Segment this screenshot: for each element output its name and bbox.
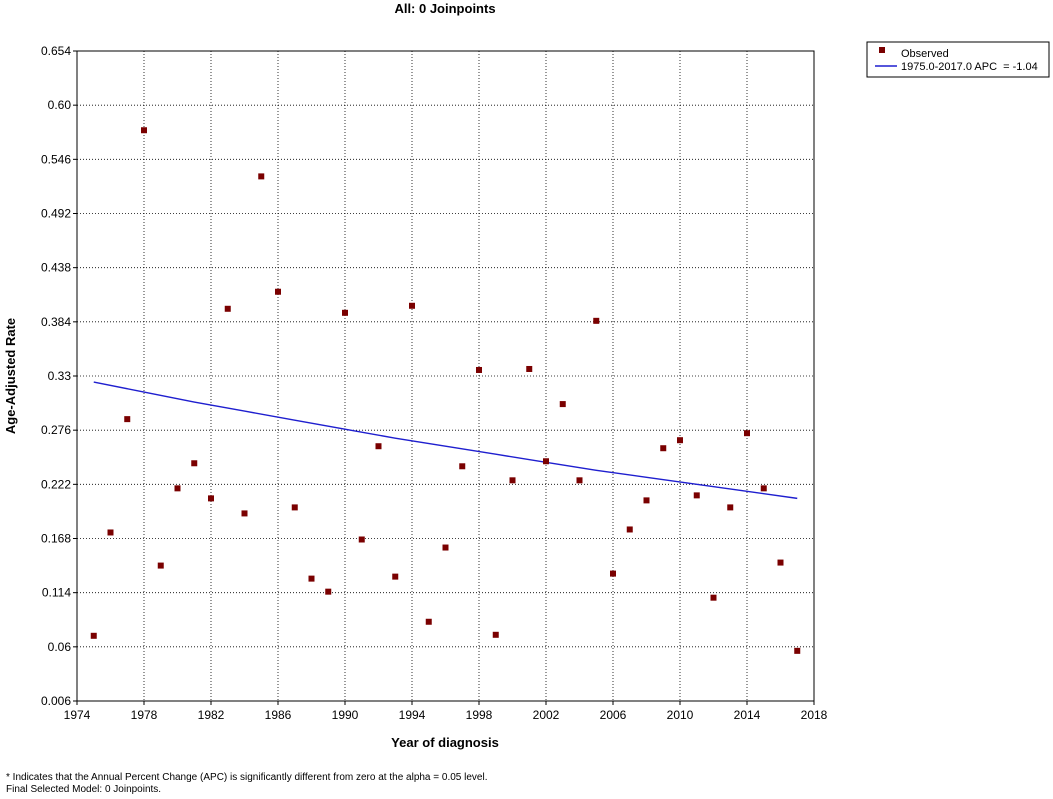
y-tick-label: 0.60 bbox=[48, 98, 72, 112]
observed-point bbox=[794, 647, 801, 654]
observed-point bbox=[275, 288, 281, 295]
observed-point bbox=[677, 437, 683, 444]
observed-point bbox=[409, 302, 415, 309]
grid bbox=[77, 51, 814, 701]
y-tick-label: 0.33 bbox=[48, 369, 72, 383]
observed-point bbox=[425, 618, 432, 625]
observed-point bbox=[459, 463, 466, 470]
x-axis-title: Year of diagnosis bbox=[391, 735, 499, 750]
y-tick-label: 0.384 bbox=[41, 315, 71, 329]
observed-point bbox=[760, 485, 767, 492]
fit-line bbox=[93, 381, 798, 500]
observed-point bbox=[559, 401, 566, 408]
observed-point bbox=[224, 305, 231, 312]
x-tick-label: 1990 bbox=[332, 708, 359, 722]
y-tick-label: 0.276 bbox=[41, 423, 71, 437]
observed-point bbox=[107, 529, 114, 536]
observed-point bbox=[191, 460, 198, 467]
y-tick-label: 0.222 bbox=[41, 477, 71, 491]
observed-point bbox=[208, 495, 214, 502]
observed-point bbox=[442, 544, 449, 551]
observed-point bbox=[693, 492, 700, 499]
y-tick-label: 0.654 bbox=[41, 44, 71, 58]
observed-point bbox=[291, 504, 298, 511]
observed-point bbox=[124, 416, 131, 423]
observed-point bbox=[375, 443, 382, 450]
x-tick-label: 2014 bbox=[734, 708, 761, 722]
observed-point bbox=[710, 594, 717, 601]
x-tick-label: 1994 bbox=[399, 708, 426, 722]
observed-point bbox=[509, 477, 516, 484]
chart-title: All: 0 Joinpoints bbox=[394, 1, 495, 16]
y-axis: 0.006 0.06 0.114 0.168 0.222 0.276 0.33 0.384 0.… bbox=[41, 44, 77, 708]
y-tick-label: 0.006 bbox=[41, 694, 71, 708]
observed-point bbox=[626, 526, 633, 533]
x-tick-label: 1986 bbox=[265, 708, 292, 722]
series-layer bbox=[90, 127, 801, 654]
observed-point bbox=[90, 632, 97, 639]
plot-area bbox=[77, 51, 814, 701]
observed-point bbox=[174, 485, 181, 492]
observed-point bbox=[392, 573, 399, 580]
observed-point bbox=[526, 365, 533, 372]
x-tick-label: 1974 bbox=[64, 708, 91, 722]
x-tick-label: 1982 bbox=[198, 708, 225, 722]
footnote-significance: * Indicates that the Annual Percent Chan… bbox=[6, 772, 488, 783]
observed-point bbox=[777, 559, 784, 566]
observed-point bbox=[476, 366, 482, 373]
legend: Observed 1975.0-2017.0 APC = -1.04 bbox=[866, 41, 1050, 78]
observed-point bbox=[610, 570, 616, 577]
x-tick-label: 1998 bbox=[466, 708, 493, 722]
legend-fit-label: 1975.0-2017.0 APC = -1.04 bbox=[901, 61, 1038, 73]
observed-point bbox=[258, 173, 265, 180]
footnote-model: Final Selected Model: 0 Joinpoints. bbox=[6, 784, 162, 795]
observed-point bbox=[543, 458, 549, 465]
observed-point bbox=[325, 588, 332, 595]
observed-point bbox=[358, 536, 365, 543]
observed-point bbox=[342, 309, 348, 316]
y-tick-label: 0.546 bbox=[41, 152, 71, 166]
observed-point bbox=[157, 562, 164, 569]
x-axis: 1974 1978 1982 1986 1990 1994 1998 2002 2006 2010… bbox=[64, 701, 828, 722]
y-tick-label: 0.168 bbox=[41, 532, 71, 546]
y-tick-label: 0.492 bbox=[41, 207, 71, 221]
x-tick-label: 1978 bbox=[131, 708, 158, 722]
x-tick-label: 2010 bbox=[667, 708, 694, 722]
x-tick-label: 2002 bbox=[533, 708, 560, 722]
y-tick-label: 0.114 bbox=[42, 586, 71, 600]
observed-point bbox=[643, 497, 650, 504]
observed-point bbox=[241, 510, 248, 517]
observed-point bbox=[141, 127, 147, 134]
y-tick-label: 0.438 bbox=[41, 261, 71, 275]
legend-box bbox=[866, 41, 1050, 78]
x-tick-label: 2018 bbox=[801, 708, 828, 722]
y-axis-title: Age-Adjusted Rate bbox=[3, 318, 18, 434]
observed-point bbox=[593, 317, 600, 324]
legend-observed-marker bbox=[879, 47, 885, 53]
observed-point bbox=[308, 575, 315, 582]
observed-point bbox=[727, 504, 734, 511]
x-tick-label: 2006 bbox=[600, 708, 627, 722]
y-tick-label: 0.06 bbox=[48, 640, 72, 654]
observed-point bbox=[492, 631, 499, 638]
observed-point bbox=[744, 430, 750, 437]
legend-observed-label: Observed bbox=[901, 48, 949, 60]
observed-point bbox=[660, 445, 667, 452]
observed-point bbox=[576, 477, 583, 484]
